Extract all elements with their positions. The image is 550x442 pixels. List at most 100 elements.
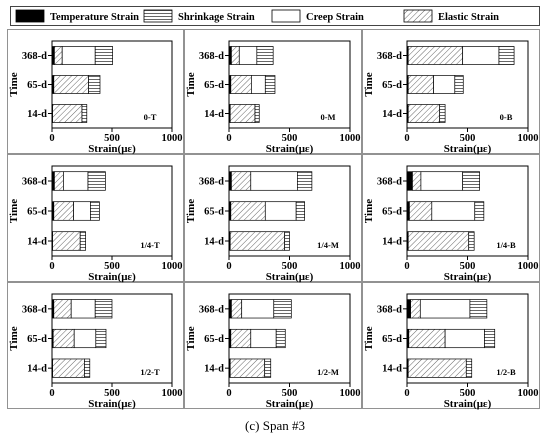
bar-segment <box>53 75 89 94</box>
bar-segment <box>469 299 488 319</box>
x-tick-label: 1000 <box>162 388 183 399</box>
bar-segment <box>498 46 515 65</box>
bar-segment <box>468 231 475 251</box>
panel-label: 1/4-B <box>496 240 516 250</box>
x-tick-label: 500 <box>282 388 298 399</box>
x-tick-label: 0 <box>49 388 54 399</box>
legend-item-shrinkage: Shrinkage Strain <box>143 9 255 23</box>
x-tick-label: 500 <box>104 388 120 399</box>
x-axis-label: Strain(με) <box>266 143 314 155</box>
bars <box>406 171 485 251</box>
bar-segment <box>231 171 252 191</box>
x-tick-label: 500 <box>460 388 476 399</box>
chart-panel-6: 368-d 65-d 14-d 0 500 1000 Strain(με) Time 1/4-B <box>362 154 540 283</box>
bar-segment <box>52 104 83 123</box>
y-axis-label: Time <box>363 199 375 223</box>
y-tick-label: 65-d <box>27 207 47 218</box>
bar-segment <box>273 299 292 319</box>
x-tick-label: 500 <box>282 133 298 144</box>
bar-segment <box>407 104 441 123</box>
bar-segment <box>295 201 305 221</box>
chart-panel-5: 368-d 65-d 14-d 0 500 1000 Strain(με) Time 1/4-M <box>184 154 362 283</box>
bar-segment <box>407 358 467 378</box>
x-tick-label: 0 <box>49 133 54 144</box>
panel-label: 1/4-M <box>317 240 339 250</box>
bar-segment <box>52 358 85 378</box>
panel-label: 1/2-T <box>140 367 160 377</box>
bar-segment <box>228 299 232 319</box>
bars <box>406 299 496 378</box>
x-tick-label: 1000 <box>518 261 539 272</box>
legend-swatch-temperature <box>15 9 45 23</box>
bar-segment <box>51 46 55 65</box>
bar-segment <box>73 328 97 349</box>
bar-segment <box>231 299 243 319</box>
y-tick-label: 14-d <box>27 364 47 375</box>
panel-label: 1/2-B <box>496 367 516 377</box>
chart-panel-2: 368-d 65-d 14-d 0 500 1000 Strain(με) Time 0-M <box>184 29 362 155</box>
bar-segment <box>250 171 298 191</box>
y-tick-label: 368-d <box>377 177 402 188</box>
y-axis-label: Time <box>363 326 375 350</box>
panel-label: 0-B <box>500 112 513 122</box>
bar-segment <box>52 328 75 349</box>
y-tick-label: 14-d <box>27 237 47 248</box>
x-tick-label: 500 <box>104 261 120 272</box>
chart-panel-9: 368-d 65-d 14-d 0 500 1000 Strain(με) Time 1/2-B <box>362 282 540 410</box>
bar-segment <box>229 104 256 123</box>
bar-segment <box>484 328 496 349</box>
bar-segment <box>84 358 91 378</box>
bar-segment <box>454 75 464 94</box>
y-tick-label: 65-d <box>204 334 224 345</box>
y-tick-label: 368-d <box>377 304 402 315</box>
bar-segment <box>254 104 260 123</box>
y-axis-label: Time <box>185 199 197 223</box>
bar-segment <box>474 201 485 221</box>
bar-segment <box>264 358 272 378</box>
bar-segment <box>407 46 464 65</box>
y-tick-label: 368-d <box>22 304 47 315</box>
bar-segment <box>439 104 446 123</box>
bar-segment <box>297 171 313 191</box>
legend-label-shrinkage: Shrinkage Strain <box>178 12 255 23</box>
bar-segment <box>406 171 413 191</box>
x-tick-label: 0 <box>226 133 231 144</box>
x-axis-label: Strain(με) <box>444 398 492 410</box>
panel-label: 1/4-T <box>140 240 160 250</box>
bars <box>51 46 113 123</box>
y-axis-label: Time <box>363 72 375 96</box>
y-tick-label: 368-d <box>199 51 224 62</box>
bar-segment <box>412 171 422 191</box>
bar-segment <box>61 46 96 65</box>
legend: Temperature Strain Shrinkage Strain Creep … <box>10 6 540 26</box>
y-axis-label: Time <box>8 199 20 223</box>
x-tick-label: 0 <box>226 388 231 399</box>
x-tick-label: 500 <box>460 261 476 272</box>
y-tick-label: 65-d <box>382 207 402 218</box>
y-tick-label: 14-d <box>382 109 402 120</box>
bars <box>228 46 276 123</box>
x-tick-label: 1000 <box>340 133 361 144</box>
legend-swatch-elastic <box>403 9 433 23</box>
bar-segment <box>228 171 232 191</box>
y-tick-label: 65-d <box>204 80 224 91</box>
x-axis-label: Strain(με) <box>266 271 314 283</box>
bar-segment <box>51 171 55 191</box>
y-tick-label: 65-d <box>382 80 402 91</box>
chart-panel-3: 368-d 65-d 14-d 0 500 1000 Strain(με) Time 0-B <box>362 29 540 155</box>
y-tick-label: 14-d <box>204 364 224 375</box>
bars <box>228 299 292 378</box>
bar-segment <box>70 299 96 319</box>
bar-segment <box>433 75 456 94</box>
y-tick-label: 14-d <box>382 237 402 248</box>
y-tick-label: 14-d <box>204 109 224 120</box>
bar-segment <box>431 201 476 221</box>
x-tick-label: 1000 <box>162 133 183 144</box>
x-tick-label: 0 <box>49 261 54 272</box>
chart-panel-7: 368-d 65-d 14-d 0 500 1000 Strain(με) Time 1/2-T <box>7 282 184 410</box>
x-tick-label: 1000 <box>162 261 183 272</box>
bar-segment <box>231 46 240 65</box>
x-tick-label: 1000 <box>340 388 361 399</box>
legend-item-elastic: Elastic Strain <box>403 9 499 23</box>
